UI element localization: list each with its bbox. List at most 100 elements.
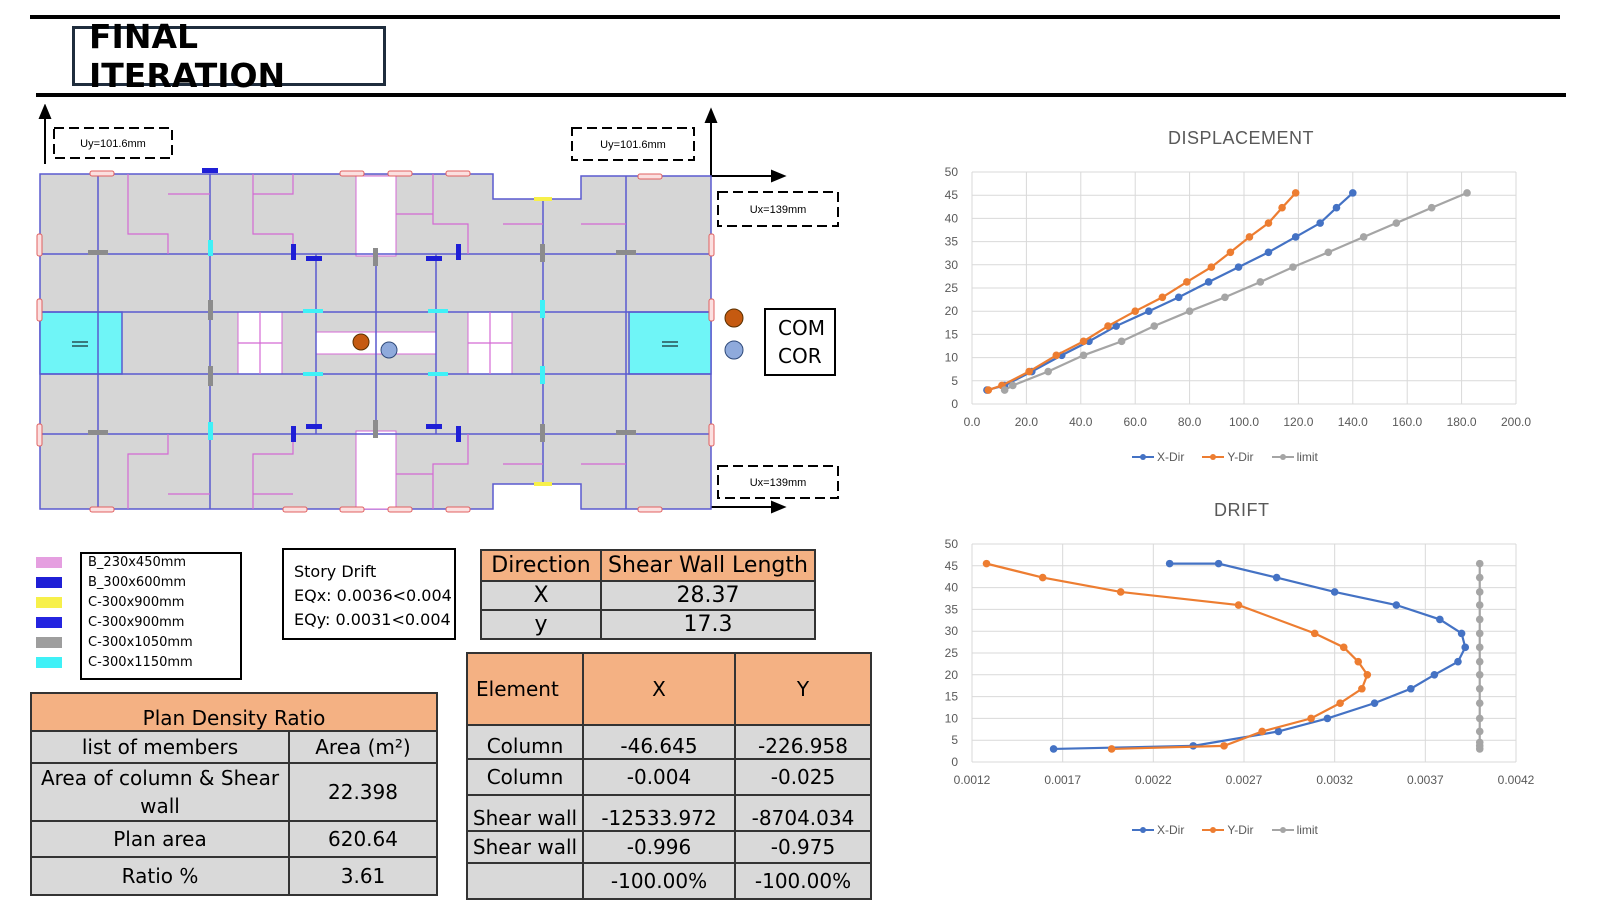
data-point	[1430, 671, 1439, 679]
data-point	[1214, 559, 1223, 568]
table-header: Y	[734, 652, 872, 726]
displacement-legend: X-Dir Y-Dir limit	[1132, 450, 1318, 464]
data-point	[1025, 367, 1033, 376]
table-cell: Shear wall	[466, 794, 584, 832]
data-point	[1038, 573, 1047, 582]
series-line	[1053, 562, 1467, 751]
legend-label: X-Dir	[1157, 450, 1185, 464]
data-point	[1475, 727, 1484, 736]
y-tick-label: 5	[951, 374, 958, 388]
data-point	[1272, 573, 1281, 582]
data-point	[1370, 699, 1379, 707]
data-point	[1107, 745, 1116, 753]
y-tick-label: 25	[945, 646, 959, 660]
data-point	[1234, 263, 1243, 271]
data-point	[1457, 629, 1466, 638]
ux-bottom-label: Ux=139mm	[750, 477, 807, 489]
data-point	[1475, 643, 1484, 652]
y-tick-label: 20	[945, 304, 959, 318]
table-cell: 3.61	[288, 856, 438, 896]
y-tick-label: 40	[945, 211, 959, 225]
legend-label: X-Dir	[1157, 823, 1185, 837]
page-title: FINAL ITERATION	[72, 17, 386, 95]
data-point	[1185, 307, 1194, 315]
data-point	[1332, 203, 1341, 212]
x-tick-label: 20.0	[1015, 415, 1039, 429]
drift-legend: X-Dir Y-Dir limit	[1132, 823, 1318, 837]
table-cell: Column	[466, 724, 584, 760]
data-point	[1407, 684, 1415, 693]
series-line	[986, 562, 1369, 751]
table-cell: 620.64	[288, 820, 438, 858]
shear-wall-table: Direction Shear Wall Length X 28.37 y 17…	[480, 549, 816, 640]
legend-item: X-Dir	[1132, 823, 1184, 837]
data-point	[1009, 381, 1017, 390]
y-tick-label: 10	[945, 711, 959, 725]
y-tick-label: 10	[945, 351, 959, 365]
data-point	[984, 386, 993, 394]
data-point	[1258, 727, 1266, 736]
data-point	[1079, 337, 1088, 346]
top-rule	[30, 15, 1560, 19]
legend-item: C-300x1150mm	[36, 653, 193, 671]
data-point	[1475, 615, 1484, 624]
x-tick-label: 0.0012	[954, 773, 991, 787]
story-drift-title: Story Drift	[294, 562, 377, 581]
drift-chart: 0 5 10 15 20 25 30 35 40 45 50 0.0012 0.0017 0.0022 0.…	[945, 537, 1535, 787]
data-point	[1475, 588, 1484, 596]
x-tick-label: 0.0022	[1135, 773, 1172, 787]
x-tick-label: 0.0042	[1498, 773, 1535, 787]
x-tick-label: 0.0037	[1407, 773, 1444, 787]
table-cell: 28.37	[600, 580, 816, 611]
legend-label: limit	[1296, 450, 1318, 464]
data-point	[1221, 293, 1229, 302]
x-tick-label: 100.0	[1229, 415, 1259, 429]
y-tick-label: 50	[945, 165, 959, 179]
data-point	[1324, 248, 1333, 257]
table-cell: -0.025	[734, 758, 872, 796]
data-point	[1310, 629, 1319, 638]
element-table: Element X Y Column -46.645 -226.958 Colu…	[466, 652, 872, 900]
data-point	[1392, 219, 1401, 227]
data-point	[1278, 203, 1286, 212]
table-cell: -100.00%	[734, 862, 872, 900]
drift-chart-title: DRIFT	[1214, 500, 1270, 520]
data-point	[1316, 219, 1324, 227]
table-cell: Area of column & Shear wall	[30, 762, 290, 822]
data-point	[1289, 263, 1297, 271]
data-point	[1116, 588, 1125, 596]
story-drift-box: Story Drift EQx: 0.0036<0.004 EQy: 0.003…	[282, 548, 456, 640]
data-point	[1336, 699, 1344, 707]
data-point	[1475, 657, 1484, 666]
data-point	[1323, 714, 1332, 723]
x-tick-label: 0.0027	[1226, 773, 1263, 787]
table-cell: Shear wall	[466, 830, 584, 864]
y-tick-label: 50	[945, 537, 959, 551]
y-tick-label: 0	[951, 755, 958, 769]
data-point	[1049, 745, 1058, 753]
data-point	[1363, 671, 1372, 679]
data-point	[1475, 699, 1484, 707]
table-header: Shear Wall Length	[600, 549, 816, 582]
x-tick-label: 160.0	[1392, 415, 1422, 429]
x-tick-label: 140.0	[1338, 415, 1368, 429]
data-point	[1454, 657, 1462, 666]
legend-label: Y-Dir	[1227, 450, 1254, 464]
plan-density-table: Plan Density Ratio list of members Area …	[30, 692, 438, 896]
table-cell: Column	[466, 758, 584, 796]
legend-swatch	[36, 596, 62, 608]
legend-item: Y-Dir	[1202, 450, 1254, 464]
table-cell: -226.958	[734, 724, 872, 760]
legend-item: B_230x450mm	[36, 553, 186, 571]
legend-item: B_300x600mm	[36, 573, 186, 591]
table-header: list of members	[30, 730, 290, 764]
data-point	[1112, 322, 1120, 330]
data-point	[1463, 189, 1471, 197]
table-header: Element	[466, 652, 584, 726]
data-point	[1145, 307, 1153, 315]
legend-swatch	[36, 636, 62, 648]
data-point	[1475, 573, 1484, 582]
y-tick-label: 40	[945, 581, 959, 595]
uy-left-label: Uy=101.6mm	[80, 138, 146, 150]
data-point	[1245, 233, 1254, 241]
